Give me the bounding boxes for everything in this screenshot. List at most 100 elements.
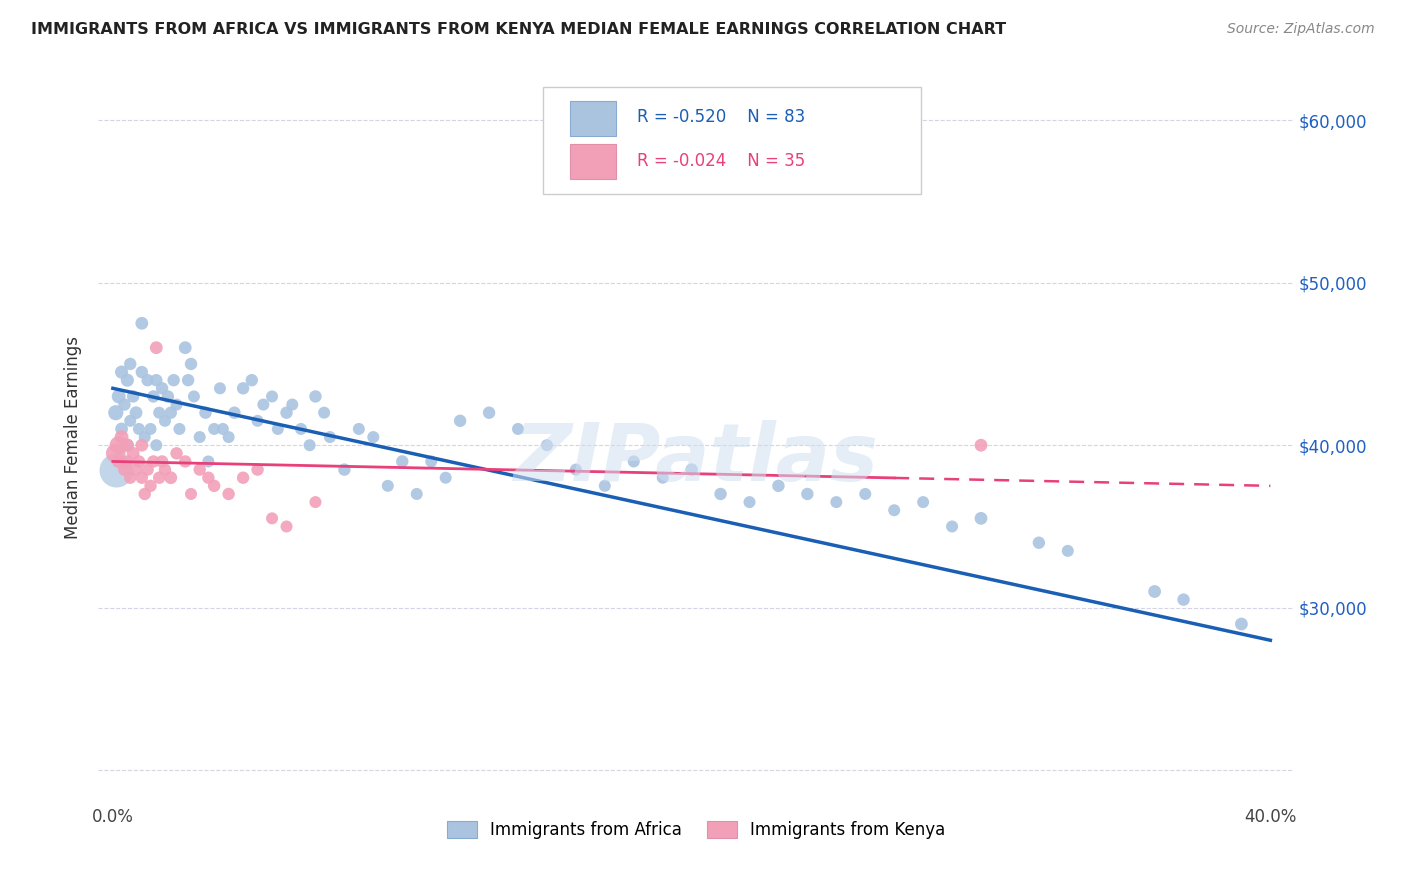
- Point: [117, 454, 139, 468]
- Point: [104, 406, 127, 420]
- Point: [593, 479, 616, 493]
- Point: [333, 462, 356, 476]
- Point: [174, 341, 197, 355]
- Point: [153, 414, 176, 428]
- Point: [420, 454, 443, 468]
- Point: [134, 487, 156, 501]
- Point: [153, 462, 176, 476]
- Point: [114, 462, 136, 476]
- Point: [211, 422, 233, 436]
- Point: [148, 471, 170, 485]
- Point: [139, 422, 162, 436]
- Point: [159, 406, 181, 420]
- Point: [117, 438, 139, 452]
- Point: [142, 454, 165, 468]
- Point: [139, 479, 162, 493]
- Point: [550, 161, 572, 176]
- Point: [131, 438, 153, 452]
- Point: [1230, 617, 1253, 632]
- Point: [122, 389, 145, 403]
- Point: [405, 487, 427, 501]
- Point: [224, 406, 246, 420]
- Point: [232, 471, 254, 485]
- Point: [120, 357, 142, 371]
- Point: [267, 422, 290, 436]
- Point: [202, 422, 225, 436]
- Point: [768, 479, 790, 493]
- Point: [260, 389, 283, 403]
- Point: [232, 381, 254, 395]
- Point: [120, 471, 142, 485]
- Legend: Immigrants from Africa, Immigrants from Kenya: Immigrants from Africa, Immigrants from …: [440, 814, 952, 846]
- Point: [197, 471, 219, 485]
- Point: [183, 389, 205, 403]
- Point: [117, 373, 139, 387]
- Point: [166, 398, 188, 412]
- Point: [252, 398, 274, 412]
- Point: [304, 389, 326, 403]
- Point: [159, 471, 181, 485]
- Point: [114, 398, 136, 412]
- Point: [449, 414, 471, 428]
- Point: [120, 414, 142, 428]
- Point: [194, 406, 217, 420]
- Point: [145, 438, 167, 452]
- Point: [276, 406, 298, 420]
- Point: [304, 495, 326, 509]
- Point: [941, 519, 963, 533]
- Point: [391, 454, 413, 468]
- Point: [478, 406, 501, 420]
- Point: [434, 471, 457, 485]
- Point: [796, 487, 818, 501]
- Point: [202, 479, 225, 493]
- Point: [197, 454, 219, 468]
- Point: [117, 438, 139, 452]
- Point: [150, 454, 173, 468]
- Point: [107, 438, 129, 452]
- Point: [125, 462, 148, 476]
- Point: [104, 446, 127, 460]
- Point: [363, 430, 385, 444]
- Point: [681, 462, 703, 476]
- Point: [883, 503, 905, 517]
- Point: [134, 430, 156, 444]
- Text: R = -0.024    N = 35: R = -0.024 N = 35: [637, 153, 806, 170]
- Point: [131, 365, 153, 379]
- Point: [319, 430, 342, 444]
- Point: [506, 422, 529, 436]
- Point: [260, 511, 283, 525]
- Point: [122, 446, 145, 460]
- Point: [180, 487, 202, 501]
- Point: [166, 446, 188, 460]
- Point: [651, 471, 673, 485]
- Text: ZIPatlas: ZIPatlas: [513, 420, 879, 498]
- Point: [1173, 592, 1195, 607]
- Point: [136, 373, 159, 387]
- Point: [536, 438, 558, 452]
- Point: [107, 454, 129, 468]
- Point: [218, 430, 240, 444]
- Point: [1028, 535, 1050, 549]
- Point: [623, 454, 645, 468]
- Point: [246, 462, 269, 476]
- Point: [148, 406, 170, 420]
- Point: [970, 511, 993, 525]
- Point: [281, 398, 304, 412]
- Point: [188, 462, 211, 476]
- Bar: [571, 101, 616, 136]
- Point: [208, 381, 231, 395]
- Point: [565, 462, 588, 476]
- Bar: [571, 144, 616, 179]
- Text: Source: ZipAtlas.com: Source: ZipAtlas.com: [1227, 22, 1375, 37]
- Point: [1143, 584, 1166, 599]
- Point: [125, 406, 148, 420]
- Point: [314, 406, 336, 420]
- Point: [145, 341, 167, 355]
- Point: [290, 422, 312, 436]
- Point: [347, 422, 370, 436]
- Point: [180, 357, 202, 371]
- Point: [825, 495, 848, 509]
- Point: [136, 462, 159, 476]
- Point: [163, 373, 186, 387]
- Point: [377, 479, 399, 493]
